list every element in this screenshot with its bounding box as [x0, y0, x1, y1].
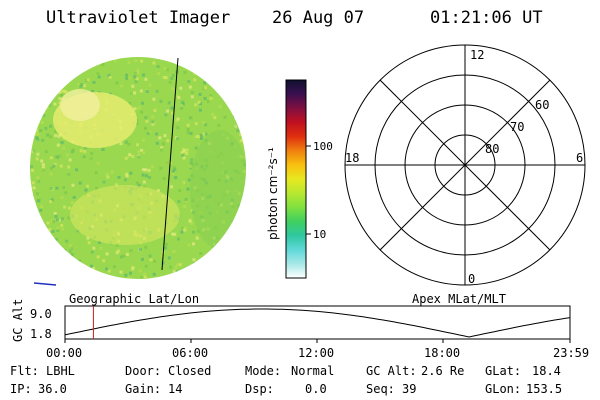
instrument-title: Ultraviolet Imager — [46, 8, 231, 28]
colorbar-tick-10: 10 — [313, 228, 326, 241]
timeline-xtick-4: 23:59 — [553, 346, 589, 360]
time-label: 01:21:06 UT — [430, 8, 543, 28]
colorbar-unit-label: photon cm⁻²s⁻¹ — [266, 147, 280, 240]
mode-value: Normal — [291, 364, 335, 378]
filter-value: LBHL — [46, 364, 75, 378]
glat-label: GLat: — [485, 364, 522, 378]
polar-label-18: 18 — [345, 151, 359, 165]
colorbar: 100 10 photon cm⁻²s⁻¹ — [266, 79, 333, 279]
colorbar-tick-100: 100 — [313, 140, 333, 153]
polar-lat-60: 60 — [535, 98, 549, 112]
uv-image-disc — [30, 57, 246, 286]
polar-plot — [344, 44, 586, 286]
glon-value: 153.5 — [526, 382, 563, 396]
timeline-xtick-1: 06:00 — [172, 346, 208, 360]
gcalt-label: GC Alt: — [366, 364, 417, 378]
polar-lat-70: 70 — [510, 120, 524, 134]
timeline-xtick-2: 12:00 — [298, 346, 334, 360]
timeline-ytick-9: 9.0 — [30, 307, 52, 321]
timeline-ylabel: GC Alt — [11, 299, 25, 342]
dsp-label: Dsp: — [245, 382, 274, 396]
terminator-line — [161, 57, 179, 271]
filter-label: Flt: — [10, 364, 39, 378]
timeline-xtick-0: 00:00 — [46, 346, 82, 360]
mode-label: Mode: — [245, 364, 282, 378]
door-value: Closed — [168, 364, 212, 378]
polar-label-6: 6 — [576, 151, 583, 165]
ip-label: IP: — [10, 382, 32, 396]
glat-value: 18.4 — [532, 364, 561, 378]
timeline: Geographic Lat/Lon Apex MLat/MLT 9.0 1.8… — [11, 292, 589, 360]
gain-label: Gain: — [125, 382, 162, 396]
date-label: 26 Aug 07 — [272, 8, 365, 28]
polar-lat-80: 80 — [485, 142, 499, 156]
seq-value: 39 — [402, 382, 417, 396]
altitude-curve — [64, 308, 571, 338]
timeline-ytick-1: 1.8 — [30, 327, 52, 341]
image-caption: Geographic Lat/Lon — [69, 292, 199, 306]
ip-value: 36.0 — [38, 382, 67, 396]
scale-marker — [33, 282, 57, 286]
gcalt-value: 2.6 Re — [421, 364, 465, 378]
door-label: Door: — [125, 364, 162, 378]
timeline-xtick-3: 18:00 — [424, 346, 460, 360]
dsp-value: 0.0 — [305, 382, 327, 396]
glon-label: GLon: — [485, 382, 522, 396]
polar-caption: Apex MLat/MLT — [412, 292, 506, 306]
polar-label-0: 0 — [468, 272, 475, 286]
gain-value: 14 — [168, 382, 183, 396]
polar-label-12: 12 — [470, 48, 484, 62]
seq-label: Seq: — [366, 382, 395, 396]
